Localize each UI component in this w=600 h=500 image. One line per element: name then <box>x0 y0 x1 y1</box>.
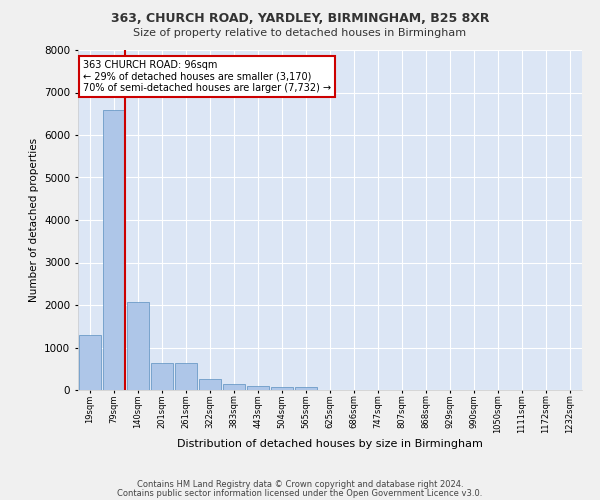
Bar <box>223 384 245 390</box>
Bar <box>151 363 173 390</box>
Bar <box>127 302 149 390</box>
Bar <box>199 380 221 390</box>
Bar <box>175 363 197 390</box>
Bar <box>271 388 293 390</box>
Bar <box>247 386 269 390</box>
Text: Contains public sector information licensed under the Open Government Licence v3: Contains public sector information licen… <box>118 490 482 498</box>
Y-axis label: Number of detached properties: Number of detached properties <box>29 138 38 302</box>
Text: Contains HM Land Registry data © Crown copyright and database right 2024.: Contains HM Land Registry data © Crown c… <box>137 480 463 489</box>
Bar <box>295 388 317 390</box>
Text: 363, CHURCH ROAD, YARDLEY, BIRMINGHAM, B25 8XR: 363, CHURCH ROAD, YARDLEY, BIRMINGHAM, B… <box>111 12 489 26</box>
Text: Size of property relative to detached houses in Birmingham: Size of property relative to detached ho… <box>133 28 467 38</box>
Bar <box>103 110 125 390</box>
Text: 363 CHURCH ROAD: 96sqm
← 29% of detached houses are smaller (3,170)
70% of semi-: 363 CHURCH ROAD: 96sqm ← 29% of detached… <box>83 60 331 94</box>
Bar <box>79 335 101 390</box>
X-axis label: Distribution of detached houses by size in Birmingham: Distribution of detached houses by size … <box>177 438 483 448</box>
